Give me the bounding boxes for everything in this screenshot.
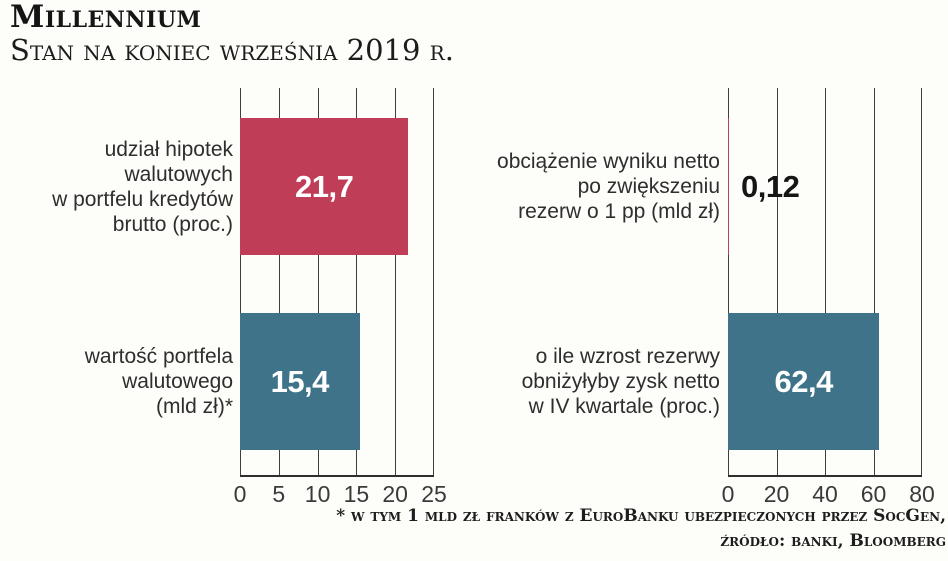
- gridline: [728, 88, 729, 477]
- category-label-line: w portfelu kredytów: [52, 187, 233, 211]
- bar-value-label: 15,4: [270, 363, 330, 399]
- gridline: [921, 88, 922, 477]
- chart-header: Millennium Stan na koniec września 2019 …: [10, 0, 454, 67]
- category-label-obciazenie-wyniku: obciążenie wyniku netto po zwiększeniu r…: [455, 118, 720, 255]
- category-label-line: wartość portfela: [84, 345, 233, 368]
- chart-subtitle: Stan na koniec września 2019 r.: [10, 33, 454, 67]
- category-label-line: udział hipotek: [104, 137, 233, 161]
- left-plot-area: 21,7 15,4 0 5 10 15 20 25: [234, 88, 447, 507]
- x-axis-tick-label: 5: [272, 481, 286, 507]
- x-axis-tick-label: 20: [382, 481, 408, 507]
- x-axis-tick-label: 25: [421, 481, 447, 507]
- bar-value-label-outside: 0,12: [741, 168, 800, 204]
- gridline: [240, 88, 241, 477]
- category-label-line: walutowego: [122, 370, 233, 393]
- category-label-line: o ile wzrost rezerwy: [535, 345, 720, 368]
- right-plot-area: 0,12 62,4 0 20 40 60 80: [722, 88, 935, 507]
- category-label-udzial-hipotek: udział hipotek walutowych w portfelu kre…: [0, 118, 233, 255]
- x-axis-tick-label: 60: [860, 481, 887, 507]
- category-label-line: walutowych: [124, 162, 233, 186]
- gridline: [317, 88, 319, 477]
- footnote-line-1: * w tym 1 mld zł franków z EuroBanku ube…: [336, 506, 946, 526]
- footnote-line-2: źródło: banki, Bloomberg: [720, 531, 946, 551]
- category-label-line: (mld zł)*: [156, 395, 233, 418]
- category-label-line: obniżyłyby zysk netto: [521, 370, 720, 393]
- category-label-line: brutto (proc.): [112, 212, 233, 236]
- category-label-line: obciążenie wyniku netto: [497, 150, 720, 173]
- bar-value-label: 21,7: [295, 168, 354, 204]
- bar-wartosc-portfela: 15,4: [240, 313, 360, 450]
- category-label-line: w IV kwartale (proc.): [528, 395, 720, 418]
- category-label-wartosc-portfela: wartość portfela walutowego (mld zł)*: [0, 313, 233, 450]
- category-label-line: po zwiększeniu: [577, 175, 720, 198]
- bar-value-label: 62,4: [774, 363, 833, 399]
- category-label-line: rezerw o 1 pp (mld zł): [518, 200, 720, 223]
- x-axis-tick-label: 0: [233, 481, 247, 507]
- x-axis-tick-label: 0: [721, 481, 735, 507]
- x-axis-tick-label: 20: [763, 481, 790, 507]
- chart-title: Millennium: [10, 0, 202, 35]
- x-axis-line: [240, 475, 434, 477]
- gridline: [873, 88, 875, 477]
- gridline: [278, 88, 280, 477]
- gridline: [395, 88, 397, 477]
- x-axis-ticks: 0 20 40 60 80: [722, 481, 935, 511]
- gridline: [776, 88, 778, 477]
- bar-wzrost-rezerwy: 62,4: [728, 313, 880, 450]
- x-axis-line: [728, 475, 922, 477]
- gridline: [825, 88, 826, 477]
- category-label-wzrost-rezerwy: o ile wzrost rezerwy obniżyłyby zysk net…: [455, 313, 720, 450]
- x-axis-tick-label: 80: [909, 481, 935, 507]
- gridline: [356, 88, 358, 477]
- bar-udzial-hipotek: 21,7: [240, 118, 409, 255]
- footnote: * w tym 1 mld zł franków z EuroBanku ube…: [336, 504, 946, 554]
- x-axis-tick-label: 10: [304, 481, 331, 507]
- x-axis-tick-label: 15: [343, 481, 370, 507]
- gridline: [433, 88, 434, 477]
- x-axis-ticks: 0 5 10 15 20 25: [234, 481, 447, 511]
- x-axis-tick-label: 40: [812, 481, 838, 507]
